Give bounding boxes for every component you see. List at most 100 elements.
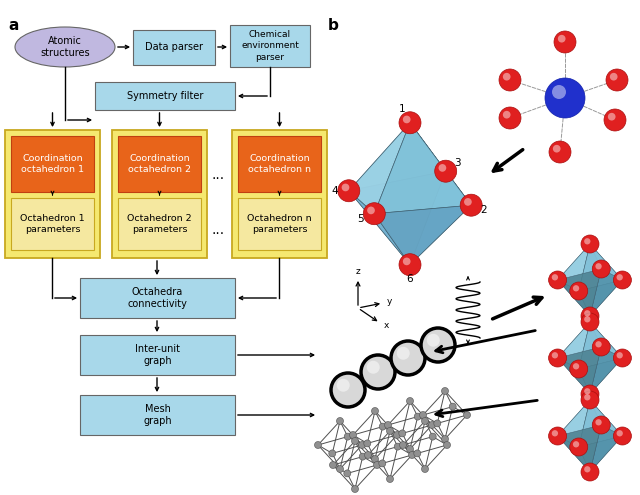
Polygon shape xyxy=(579,400,622,447)
Text: b: b xyxy=(328,18,339,33)
Circle shape xyxy=(449,403,456,410)
Polygon shape xyxy=(557,244,590,291)
Circle shape xyxy=(558,35,566,43)
Circle shape xyxy=(364,202,385,225)
Text: Symmetry filter: Symmetry filter xyxy=(127,91,203,101)
Polygon shape xyxy=(579,244,622,291)
Circle shape xyxy=(367,206,375,214)
Circle shape xyxy=(552,430,558,437)
Circle shape xyxy=(329,450,336,457)
Polygon shape xyxy=(410,171,471,265)
Circle shape xyxy=(371,455,378,462)
Circle shape xyxy=(434,420,441,427)
Circle shape xyxy=(442,388,449,395)
Ellipse shape xyxy=(15,27,115,67)
Text: Inter-unit
graph: Inter-unit graph xyxy=(135,344,180,366)
Bar xyxy=(112,130,207,258)
Text: a: a xyxy=(8,18,19,33)
Circle shape xyxy=(444,442,451,448)
Circle shape xyxy=(463,411,470,418)
Circle shape xyxy=(552,352,558,358)
Circle shape xyxy=(584,466,591,472)
Polygon shape xyxy=(590,244,622,280)
Circle shape xyxy=(584,388,591,395)
Text: Octahedron 2
parameters: Octahedron 2 parameters xyxy=(127,214,192,234)
Circle shape xyxy=(371,407,378,414)
Text: Coordination
octahedron 1: Coordination octahedron 1 xyxy=(21,154,84,174)
Text: Chemical
environment
parser: Chemical environment parser xyxy=(241,30,299,61)
Circle shape xyxy=(545,78,585,118)
Polygon shape xyxy=(590,400,622,436)
Text: ...: ... xyxy=(211,168,225,182)
Text: 5: 5 xyxy=(357,214,364,224)
Text: 1: 1 xyxy=(399,104,405,114)
Circle shape xyxy=(399,430,406,437)
Polygon shape xyxy=(557,425,601,472)
Text: 6: 6 xyxy=(406,274,413,284)
Circle shape xyxy=(351,486,358,493)
Circle shape xyxy=(337,465,344,473)
Circle shape xyxy=(616,274,623,281)
Polygon shape xyxy=(579,436,622,472)
Circle shape xyxy=(361,355,395,389)
Circle shape xyxy=(414,450,421,457)
Polygon shape xyxy=(557,400,601,436)
Circle shape xyxy=(613,427,632,445)
Circle shape xyxy=(499,107,521,129)
Circle shape xyxy=(584,310,591,316)
Circle shape xyxy=(592,260,611,278)
Text: ...: ... xyxy=(211,223,225,237)
Polygon shape xyxy=(590,347,622,394)
Circle shape xyxy=(592,416,611,434)
Circle shape xyxy=(548,427,566,445)
Polygon shape xyxy=(579,322,622,369)
Polygon shape xyxy=(349,171,445,265)
Circle shape xyxy=(338,180,360,202)
Text: z: z xyxy=(356,266,360,276)
Polygon shape xyxy=(557,269,601,316)
Polygon shape xyxy=(557,436,590,472)
Circle shape xyxy=(374,461,381,468)
Circle shape xyxy=(592,338,611,356)
Bar xyxy=(5,130,100,258)
Circle shape xyxy=(584,394,591,400)
Bar xyxy=(118,136,201,192)
Circle shape xyxy=(394,443,401,450)
Circle shape xyxy=(616,352,623,358)
Text: Octahedron n
parameters: Octahedron n parameters xyxy=(247,214,312,234)
Circle shape xyxy=(422,465,429,473)
Text: Coordination
octahedron n: Coordination octahedron n xyxy=(248,154,311,174)
Circle shape xyxy=(581,385,599,403)
Circle shape xyxy=(503,73,511,81)
Circle shape xyxy=(403,257,410,265)
Text: y: y xyxy=(387,297,392,305)
Circle shape xyxy=(403,116,410,123)
Circle shape xyxy=(387,476,394,483)
Circle shape xyxy=(548,349,566,367)
Circle shape xyxy=(573,285,579,292)
Circle shape xyxy=(570,438,588,456)
Circle shape xyxy=(406,446,413,452)
Polygon shape xyxy=(557,322,590,369)
Circle shape xyxy=(429,422,435,429)
Circle shape xyxy=(408,451,415,458)
Circle shape xyxy=(604,109,626,131)
Polygon shape xyxy=(590,425,622,472)
Circle shape xyxy=(616,430,623,437)
Circle shape xyxy=(414,413,421,420)
Circle shape xyxy=(344,470,351,477)
Text: Mesh
graph: Mesh graph xyxy=(143,404,172,426)
Polygon shape xyxy=(557,400,590,447)
Circle shape xyxy=(314,442,321,448)
Circle shape xyxy=(608,113,616,121)
Circle shape xyxy=(364,440,371,447)
Bar xyxy=(80,395,235,435)
Bar xyxy=(11,198,94,250)
Circle shape xyxy=(584,316,591,322)
Bar xyxy=(11,136,94,192)
Text: 3: 3 xyxy=(454,158,461,168)
Bar xyxy=(118,198,201,250)
Circle shape xyxy=(337,417,344,425)
Circle shape xyxy=(365,451,371,458)
Circle shape xyxy=(399,442,406,448)
